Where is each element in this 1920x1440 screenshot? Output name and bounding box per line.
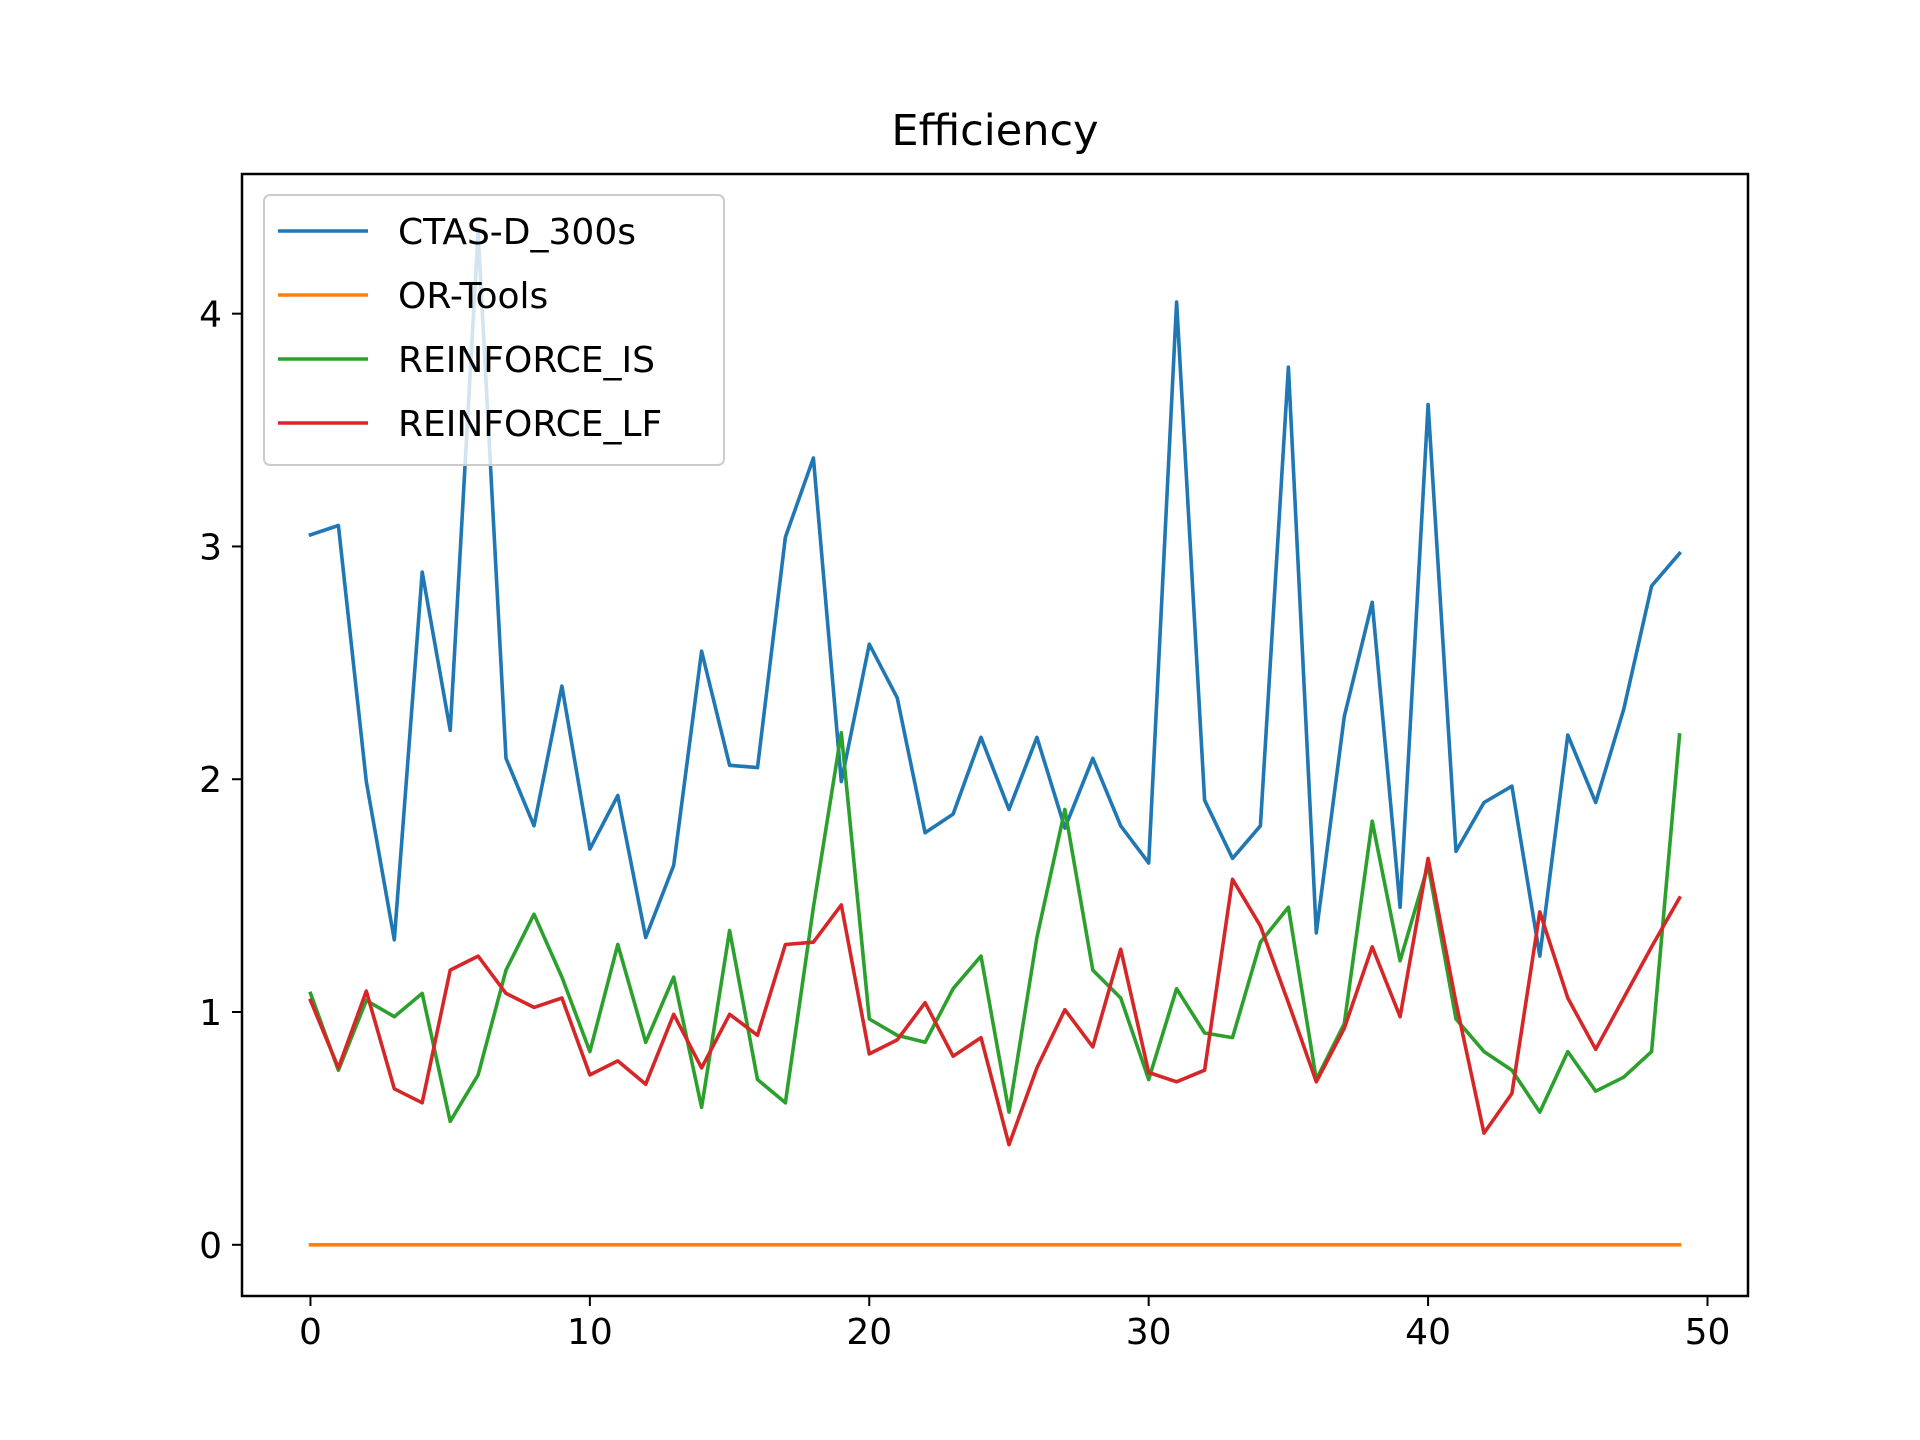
x-tick-label: 20	[846, 1312, 892, 1353]
legend-box	[263, 194, 725, 466]
x-tick-label: 10	[567, 1312, 613, 1353]
y-tick-label: 3	[199, 527, 222, 568]
legend-label-or-tools: OR-Tools	[398, 276, 548, 317]
y-tick-label: 4	[199, 295, 222, 336]
plot-area-frame	[240, 172, 1750, 1298]
legend-label-ctas-d-300s: CTAS-D_300s	[398, 212, 636, 253]
legend-label-reinforce-is: REINFORCE_IS	[398, 340, 655, 381]
legend: CTAS-D_300s OR-Tools REINFORCE_IS REINFORCE…	[263, 194, 725, 466]
x-tick-label: 50	[1685, 1312, 1731, 1353]
axis-ticks: 0 10 20 30 40 50 0 1 2 3 4	[199, 295, 1730, 1353]
series-line-reinforce-lf	[308, 856, 1682, 1147]
x-tick-label: 30	[1126, 1312, 1172, 1353]
series-line-reinforce-is	[308, 730, 1682, 1124]
x-tick-label: 0	[299, 1312, 322, 1353]
legend-label-reinforce-lf: REINFORCE_LF	[398, 404, 662, 445]
chart-title: Efficiency	[891, 106, 1098, 156]
y-tick-label: 0	[199, 1226, 222, 1267]
y-tick-label: 2	[199, 760, 222, 801]
series-lines	[308, 230, 1683, 1247]
x-tick-label: 40	[1405, 1312, 1451, 1353]
y-tick-label: 1	[199, 993, 222, 1034]
series-line-ctas-d-300s	[308, 230, 1683, 958]
